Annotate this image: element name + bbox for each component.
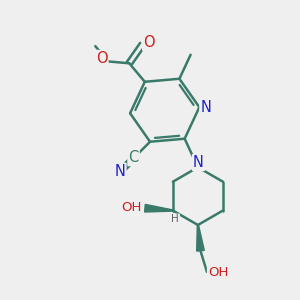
Text: N: N [193,155,204,170]
Text: N: N [115,164,125,179]
Text: N: N [200,100,211,115]
Polygon shape [197,225,204,251]
Text: O: O [143,35,155,50]
Text: OH: OH [208,266,228,279]
Text: OH: OH [122,200,142,214]
Polygon shape [145,204,173,212]
Text: O: O [96,51,107,66]
Text: H: H [171,214,179,224]
Text: C: C [128,150,139,165]
